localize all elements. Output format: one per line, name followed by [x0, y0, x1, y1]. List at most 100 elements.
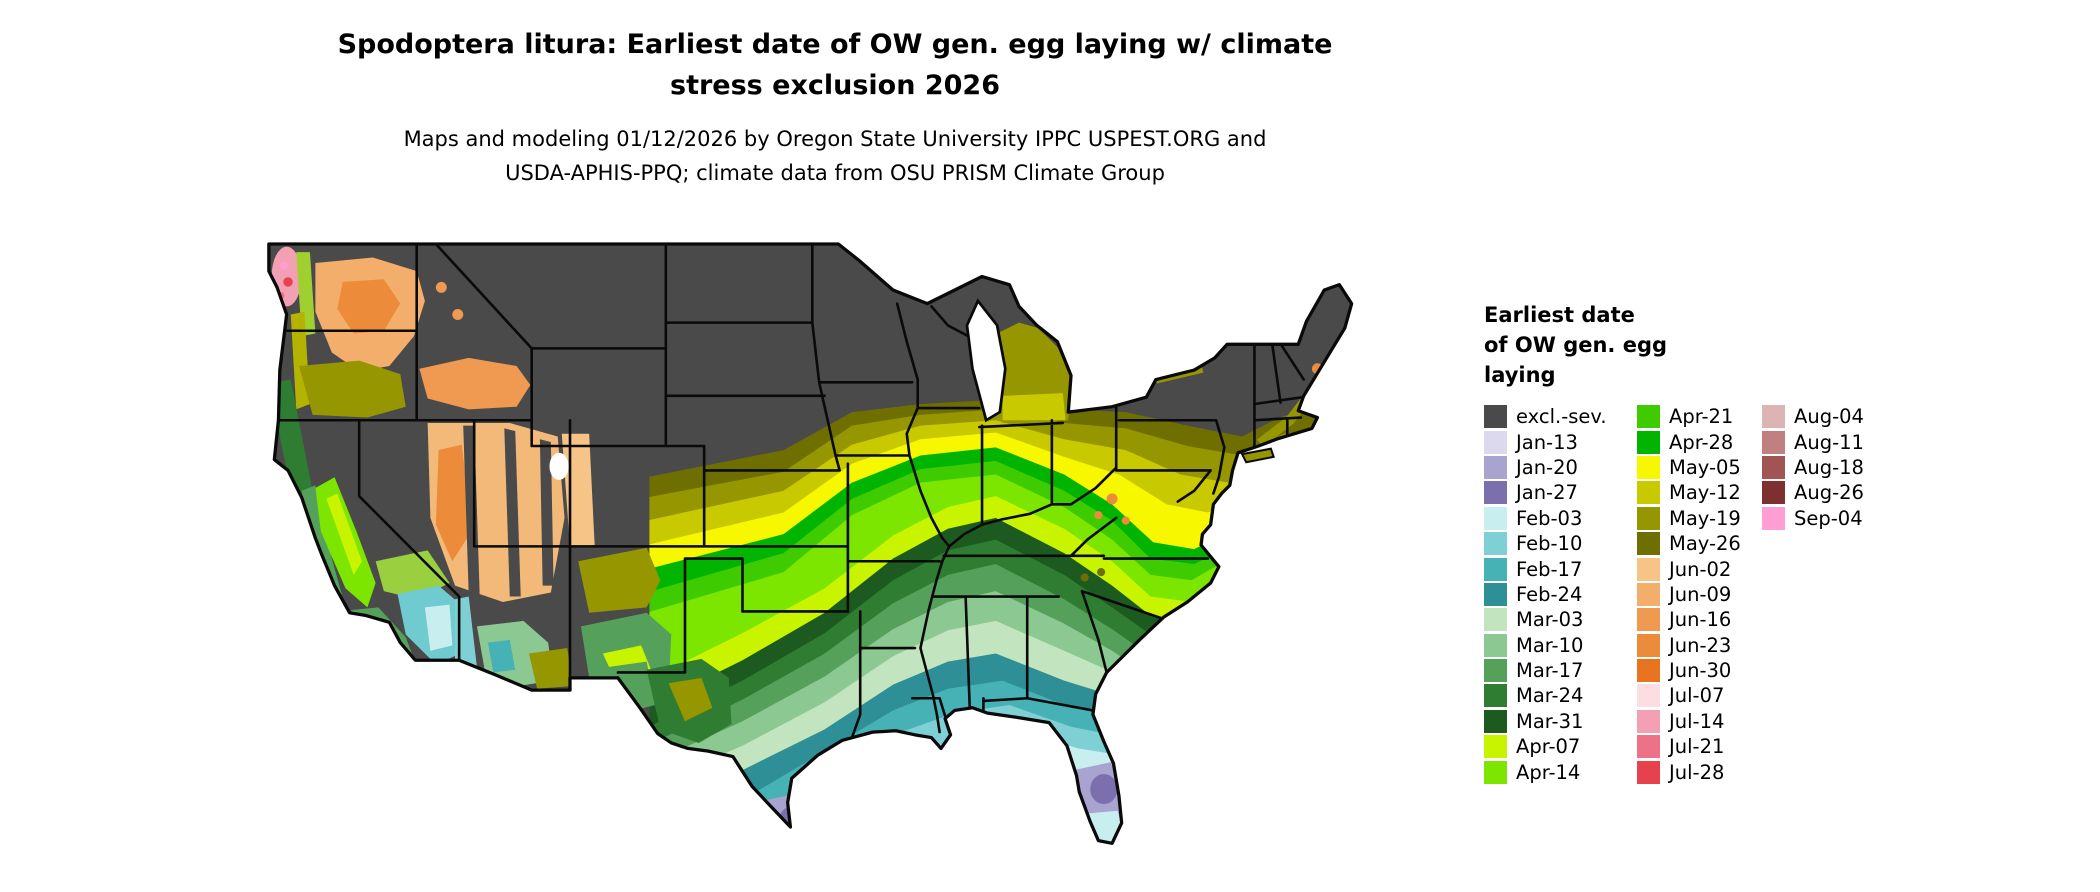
legend-row: Apr-28	[1637, 429, 1741, 454]
legend-label: Aug-26	[1794, 481, 1864, 505]
legend-swatch	[1484, 430, 1507, 454]
legend-swatch	[1762, 455, 1785, 479]
legend-title-line1: Earliest date	[1484, 303, 1635, 327]
legend-label: Jul-21	[1669, 735, 1725, 759]
legend-row: Jul-28	[1637, 759, 1741, 784]
figure-header: Spodoptera litura: Earliest date of OW g…	[0, 24, 1670, 190]
legend-label: Jul-28	[1669, 760, 1725, 784]
legend-row: Sep-04	[1762, 506, 1864, 531]
legend-swatch	[1762, 430, 1785, 454]
legend-swatch	[1637, 557, 1660, 581]
legend-title-line3: laying	[1484, 363, 1556, 387]
legend-label: Mar-10	[1516, 633, 1584, 657]
legend-row: May-26	[1637, 531, 1741, 556]
legend-swatch	[1484, 735, 1507, 759]
legend-label: Feb-03	[1516, 506, 1583, 530]
state-borders	[277, 243, 1314, 739]
legend-row: Jun-30	[1637, 658, 1741, 683]
us-outline	[267, 242, 1354, 845]
legend-swatch	[1484, 709, 1507, 733]
legend-label: Jun-30	[1669, 659, 1732, 683]
legend-swatch	[1637, 532, 1660, 556]
legend: Earliest date of OW gen. egg laying excl…	[1484, 300, 2044, 784]
legend-label: Apr-21	[1669, 405, 1734, 429]
legend-label: Jul-07	[1669, 684, 1725, 708]
legend-swatch	[1637, 582, 1660, 606]
legend-row: Jun-02	[1637, 556, 1741, 581]
us-map	[267, 242, 1354, 845]
legend-column-3: Aug-04 Aug-11 Aug-18 Aug-26 Sep-04	[1762, 404, 1864, 531]
legend-row: Feb-17	[1484, 556, 1607, 581]
legend-row: Feb-10	[1484, 531, 1607, 556]
legend-row: excl.-sev.	[1484, 404, 1607, 429]
legend-column-1: excl.-sev. Jan-13 Jan-20 Jan-27 Feb-03 Feb-10…	[1484, 404, 1607, 785]
figure-title-line2: stress exclusion 2026	[670, 70, 1000, 101]
legend-label: Jan-27	[1516, 481, 1578, 505]
legend-label: Apr-14	[1516, 760, 1581, 784]
legend-row: May-12	[1637, 480, 1741, 505]
legend-swatch	[1637, 455, 1660, 479]
legend-row: Aug-11	[1762, 429, 1864, 454]
legend-row: Jan-13	[1484, 429, 1607, 454]
legend-row: Jul-07	[1637, 683, 1741, 708]
legend-column-2: Apr-21 Apr-28 May-05 May-12 May-19 May-26 Jun-…	[1637, 404, 1741, 785]
figure-subtitle-line1: Maps and modeling 01/12/2026 by Oregon S…	[403, 127, 1267, 151]
appalachian-pockets	[1080, 493, 1130, 582]
legend-label: May-19	[1669, 506, 1741, 530]
legend-label: Sep-04	[1794, 506, 1863, 530]
legend-row: Jan-27	[1484, 480, 1607, 505]
legend-swatch	[1484, 455, 1507, 479]
legend-label: Jan-20	[1516, 455, 1578, 479]
legend-row: Mar-31	[1484, 709, 1607, 734]
legend-swatch	[1637, 684, 1660, 708]
legend-row: Mar-17	[1484, 658, 1607, 683]
figure-subtitle-line2: USDA-APHIS-PPQ; climate data from OSU PR…	[505, 161, 1165, 185]
legend-row: Apr-14	[1484, 759, 1607, 784]
legend-swatch	[1637, 760, 1660, 784]
legend-label: Jun-09	[1669, 582, 1732, 606]
legend-swatch	[1484, 532, 1507, 556]
legend-row: Mar-03	[1484, 607, 1607, 632]
legend-row: Jan-20	[1484, 455, 1607, 480]
legend-label: Feb-24	[1516, 582, 1583, 606]
legend-label: Mar-31	[1516, 709, 1584, 733]
map-fill-layers	[268, 243, 1352, 844]
legend-swatch	[1484, 684, 1507, 708]
legend-label: Aug-18	[1794, 455, 1864, 479]
figure-title: Spodoptera litura: Earliest date of OW g…	[0, 24, 1670, 106]
legend-label: May-05	[1669, 455, 1741, 479]
legend-row: Mar-10	[1484, 633, 1607, 658]
legend-swatch	[1484, 405, 1507, 429]
legend-label: Jan-13	[1516, 430, 1578, 454]
legend-row: Aug-04	[1762, 404, 1864, 429]
legend-label: Aug-04	[1794, 405, 1864, 429]
legend-swatch	[1484, 608, 1507, 632]
legend-label: Jun-16	[1669, 608, 1732, 632]
legend-row: Apr-21	[1637, 404, 1741, 429]
legend-swatch	[1637, 659, 1660, 683]
legend-row: Jun-23	[1637, 633, 1741, 658]
legend-label: Mar-17	[1516, 659, 1584, 683]
legend-swatch	[1637, 633, 1660, 657]
legend-row: Feb-24	[1484, 582, 1607, 607]
long-island	[1240, 447, 1275, 464]
legend-label: Apr-07	[1516, 735, 1581, 759]
legend-swatch	[1637, 481, 1660, 505]
legend-swatch	[1484, 760, 1507, 784]
legend-swatch	[1762, 405, 1785, 429]
legend-row: Aug-18	[1762, 455, 1864, 480]
legend-swatch	[1762, 506, 1785, 530]
legend-swatch	[1484, 481, 1507, 505]
legend-row: May-05	[1637, 455, 1741, 480]
legend-swatch	[1637, 430, 1660, 454]
legend-swatch	[1637, 405, 1660, 429]
legend-row: Mar-24	[1484, 683, 1607, 708]
legend-label: excl.-sev.	[1516, 405, 1607, 429]
legend-row: Jul-14	[1637, 709, 1741, 734]
legend-label: May-12	[1669, 481, 1741, 505]
legend-swatch	[1484, 557, 1507, 581]
january-pockets	[767, 761, 1129, 844]
legend-label: Feb-17	[1516, 557, 1583, 581]
legend-swatch	[1762, 481, 1785, 505]
